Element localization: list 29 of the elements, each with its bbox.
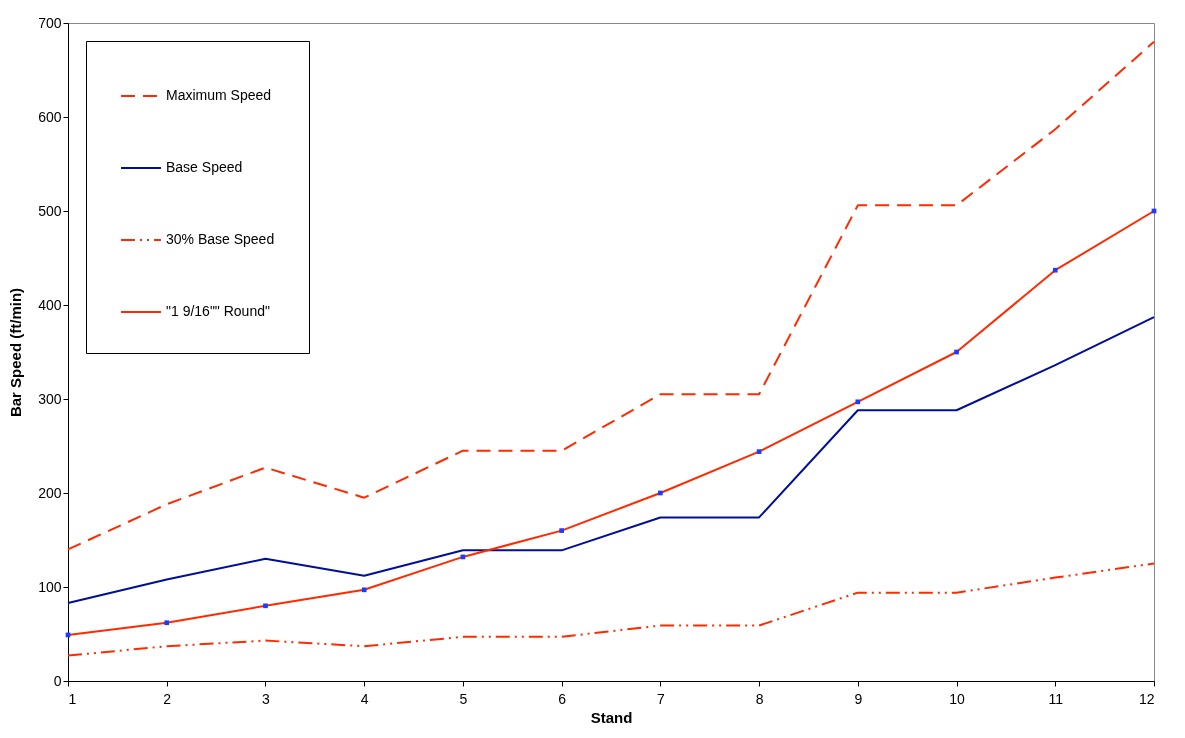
y-tick-label: 400 [38, 296, 62, 313]
y-axis-title: Bar Speed (ft/min) [7, 287, 25, 418]
x-tick-label: 3 [262, 690, 271, 707]
y-tick-label: 600 [38, 108, 62, 125]
line-series [67, 316, 1155, 604]
x-tick-label: 6 [558, 690, 567, 707]
y-tick-label: 100 [38, 578, 62, 595]
y-tick-label: 700 [38, 14, 62, 31]
y-tick-label: 200 [38, 484, 62, 501]
x-tick-label: 7 [656, 690, 665, 707]
x-tick-label: 4 [360, 690, 369, 707]
x-axis-title: Stand [590, 708, 633, 726]
x-tick-label: 5 [459, 690, 468, 707]
legend-label: 30% Base Speed [166, 231, 275, 247]
x-tick-label: 12 [1138, 690, 1155, 707]
line-series [67, 40, 1155, 551]
legend-label: Maximum Speed [166, 87, 272, 103]
x-tick-label: 2 [163, 690, 172, 707]
line-series [67, 562, 1155, 657]
y-tick-label: 500 [38, 202, 62, 219]
x-tick-label: 11 [1048, 690, 1064, 707]
x-tick-label: 10 [949, 690, 966, 707]
legend-label: "1 9/16"" Round" [166, 303, 270, 319]
y-tick-label: 300 [38, 390, 62, 407]
x-tick-label: 1 [68, 690, 77, 707]
x-tick-label: 9 [854, 690, 863, 707]
y-tick-label: 0 [53, 672, 62, 689]
x-tick-label: 8 [755, 690, 764, 707]
legend-label: Base Speed [166, 159, 243, 175]
